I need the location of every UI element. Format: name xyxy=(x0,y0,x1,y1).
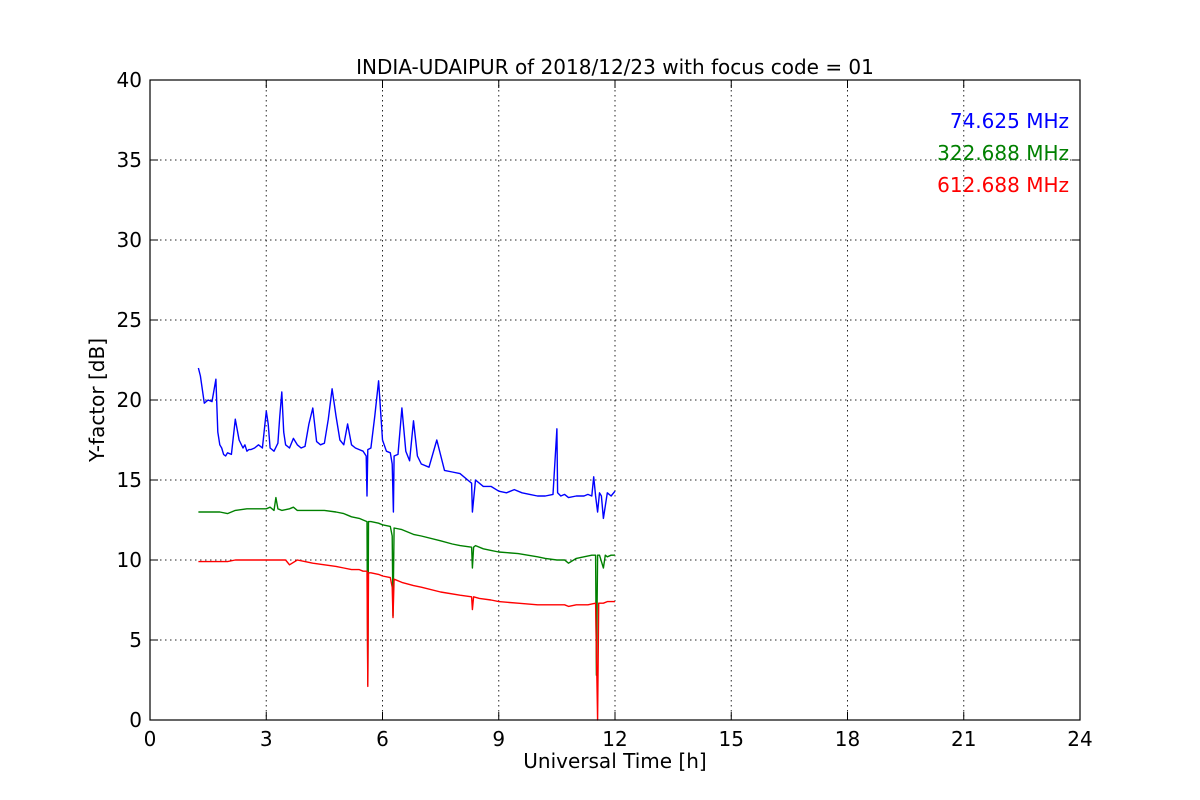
legend: 74.625 MHz 322.688 MHz 612.688 MHz xyxy=(937,109,1069,197)
x-tick-label: 0 xyxy=(144,727,157,751)
series-line-612-688-mhz xyxy=(198,559,615,721)
x-tick-label: 15 xyxy=(719,727,744,751)
y-tick-label: 40 xyxy=(117,68,142,92)
y-tick-label: 35 xyxy=(117,148,142,172)
series-line-322-688-mhz xyxy=(198,496,615,686)
series-line-74-625-mhz xyxy=(197,367,616,520)
x-tick-label: 9 xyxy=(492,727,505,751)
series-group xyxy=(197,367,616,721)
legend-entry-612-688-mhz: 612.688 MHz xyxy=(937,173,1069,197)
y-tick-label: 15 xyxy=(117,468,142,492)
legend-entry-74-625-mhz: 74.625 MHz xyxy=(950,109,1069,133)
grid xyxy=(150,80,1080,720)
y-tick-label: 20 xyxy=(117,388,142,412)
y-axis-tick-labels: 0 5 10 15 20 25 30 35 40 xyxy=(117,68,142,732)
x-tick-label: 12 xyxy=(602,727,627,751)
axis-ticks xyxy=(149,79,1081,721)
chart-title: INDIA-UDAIPUR of 2018/12/23 with focus c… xyxy=(356,55,874,79)
y-axis-label: Y-factor [dB] xyxy=(85,338,109,463)
x-tick-label: 24 xyxy=(1067,727,1092,751)
x-tick-label: 6 xyxy=(376,727,389,751)
x-tick-label: 18 xyxy=(835,727,860,751)
x-tick-label: 21 xyxy=(951,727,976,751)
y-tick-label: 0 xyxy=(129,708,142,732)
x-tick-label: 3 xyxy=(260,727,273,751)
y-tick-label: 10 xyxy=(117,548,142,572)
y-tick-label: 5 xyxy=(129,628,142,652)
legend-entry-322-688-mhz: 322.688 MHz xyxy=(937,141,1069,165)
x-axis-label: Universal Time [h] xyxy=(523,749,706,773)
x-axis-tick-labels: 0 3 6 9 12 15 18 21 24 xyxy=(144,727,1093,751)
y-tick-label: 25 xyxy=(117,308,142,332)
y-tick-label: 30 xyxy=(117,228,142,252)
